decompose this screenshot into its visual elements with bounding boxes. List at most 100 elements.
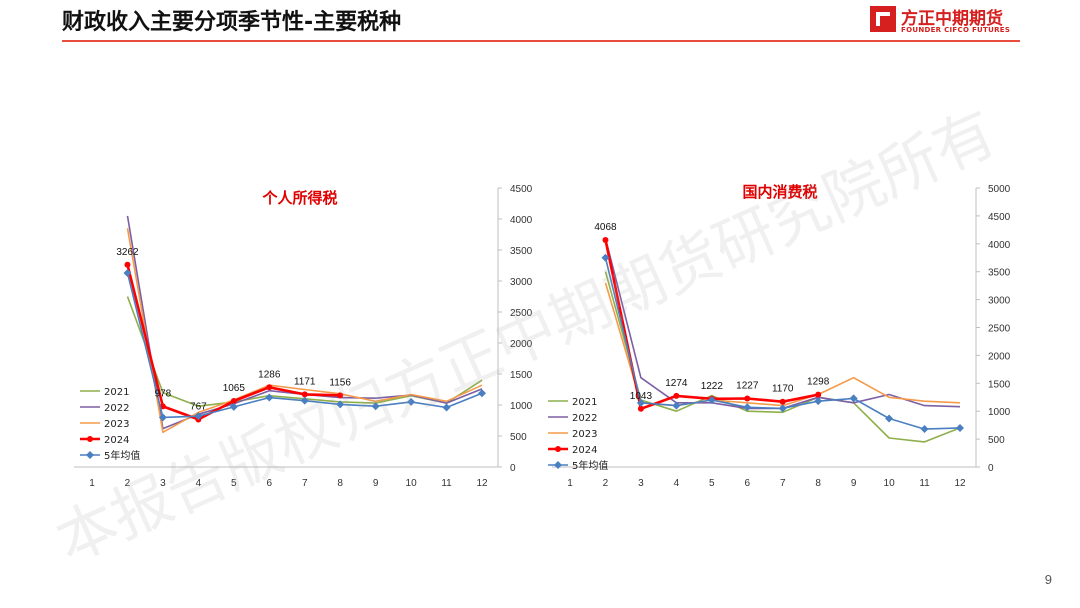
x-tick-label: 6 xyxy=(744,478,750,489)
legend-marker xyxy=(87,436,93,442)
x-tick-label: 4 xyxy=(674,478,680,489)
data-label: 1227 xyxy=(736,381,759,392)
y-tick-label: 0 xyxy=(988,463,994,474)
data-point xyxy=(778,404,787,413)
chart-title: 国内消费税 xyxy=(742,183,817,201)
data-point xyxy=(266,384,273,391)
x-tick-label: 1 xyxy=(567,478,573,489)
page-title: 财政收入主要分项季节性-主要税种 xyxy=(62,10,402,35)
y-tick-label: 1500 xyxy=(510,370,533,381)
x-tick-label: 9 xyxy=(373,478,379,489)
data-point xyxy=(779,398,786,405)
data-point xyxy=(371,402,380,411)
x-tick-label: 11 xyxy=(919,478,930,489)
data-label: 978 xyxy=(155,388,172,399)
data-label: 3262 xyxy=(116,247,139,258)
data-point xyxy=(229,402,238,411)
x-tick-label: 12 xyxy=(476,478,488,489)
legend-marker xyxy=(555,446,561,452)
y-tick-label: 3500 xyxy=(988,268,1011,279)
data-point xyxy=(124,261,131,268)
y-tick-label: 4000 xyxy=(988,240,1011,251)
data-point xyxy=(849,394,858,403)
x-tick-label: 5 xyxy=(709,478,715,489)
data-point xyxy=(814,397,823,406)
data-point xyxy=(636,398,645,407)
legend-label: 2024 xyxy=(104,435,129,446)
data-point xyxy=(673,392,680,399)
data-point xyxy=(637,405,644,412)
y-tick-label: 2000 xyxy=(988,351,1011,362)
data-point xyxy=(478,389,486,398)
data-point xyxy=(407,397,416,406)
legend-label: 2023 xyxy=(104,419,129,430)
data-point xyxy=(672,401,681,410)
y-tick-label: 4500 xyxy=(510,184,533,195)
data-point xyxy=(707,396,716,405)
x-tick-label: 5 xyxy=(231,478,237,489)
y-tick-label: 3000 xyxy=(510,277,533,288)
data-label: 1170 xyxy=(772,384,794,395)
y-tick-label: 1000 xyxy=(988,407,1011,418)
data-label: 1065 xyxy=(223,383,246,394)
page-number: 9 xyxy=(1044,572,1052,587)
data-point xyxy=(743,403,752,412)
x-tick-label: 3 xyxy=(638,478,644,489)
legend-marker xyxy=(554,461,562,469)
x-tick-label: 1 xyxy=(89,478,95,489)
x-tick-label: 9 xyxy=(851,478,857,489)
x-tick-label: 12 xyxy=(954,478,966,489)
logo-mark-icon xyxy=(870,6,896,32)
x-tick-label: 7 xyxy=(302,478,308,489)
legend-marker xyxy=(86,451,94,459)
data-point xyxy=(442,403,451,412)
data-point xyxy=(956,423,964,432)
x-tick-label: 10 xyxy=(884,478,896,489)
series-line-2021 xyxy=(604,271,961,443)
x-tick-label: 2 xyxy=(603,478,609,489)
data-point xyxy=(602,237,609,244)
data-label: 1274 xyxy=(665,378,688,389)
y-tick-label: 0 xyxy=(510,463,516,474)
y-tick-label: 1500 xyxy=(988,379,1011,390)
chart-1: 个人所得税 0 500 1000 1500 2000 2500 3000 3500 4000 450… xyxy=(74,184,533,489)
legend-label: 5年均值 xyxy=(104,449,140,462)
x-tick-label: 8 xyxy=(337,478,343,489)
data-point xyxy=(230,397,237,404)
x-tick-label: 10 xyxy=(406,478,418,489)
data-point xyxy=(815,391,822,398)
header-divider xyxy=(62,40,1020,42)
y-tick-label: 5000 xyxy=(988,184,1011,195)
data-point xyxy=(337,392,344,399)
y-tick-label: 4500 xyxy=(988,212,1011,223)
data-label: 4068 xyxy=(594,222,617,233)
data-point xyxy=(336,400,345,409)
data-label: 1171 xyxy=(294,376,316,387)
y-tick-label: 500 xyxy=(988,435,1005,446)
x-tick-label: 6 xyxy=(266,478,272,489)
data-label: 1043 xyxy=(630,391,653,402)
y-tick-label: 1000 xyxy=(510,401,533,412)
legend-label: 2021 xyxy=(104,387,129,398)
y-tick-label: 3500 xyxy=(510,246,533,257)
data-point xyxy=(194,412,203,421)
legend-label: 2024 xyxy=(572,445,597,456)
legend-label: 2021 xyxy=(572,397,597,408)
logo-text-en: FOUNDER CIFCO FUTURES xyxy=(901,26,1011,34)
y-tick-label: 4000 xyxy=(510,215,533,226)
x-tick-label: 2 xyxy=(125,478,131,489)
legend-label: 5年均值 xyxy=(572,459,608,472)
chart-title: 个人所得税 xyxy=(261,189,337,207)
data-point xyxy=(301,391,308,398)
data-label: 1298 xyxy=(807,377,830,388)
series-line-2023 xyxy=(126,228,483,434)
x-tick-label: 11 xyxy=(441,478,452,489)
x-tick-label: 7 xyxy=(780,478,786,489)
data-point xyxy=(300,396,309,405)
y-tick-label: 500 xyxy=(510,432,527,443)
data-point xyxy=(158,413,167,422)
chart-2: 国内消费税05001000150020002500300035004000450… xyxy=(548,183,1011,489)
x-tick-label: 8 xyxy=(815,478,821,489)
company-logo: 方正中期期货 FOUNDER CIFCO FUTURES xyxy=(870,4,1020,38)
